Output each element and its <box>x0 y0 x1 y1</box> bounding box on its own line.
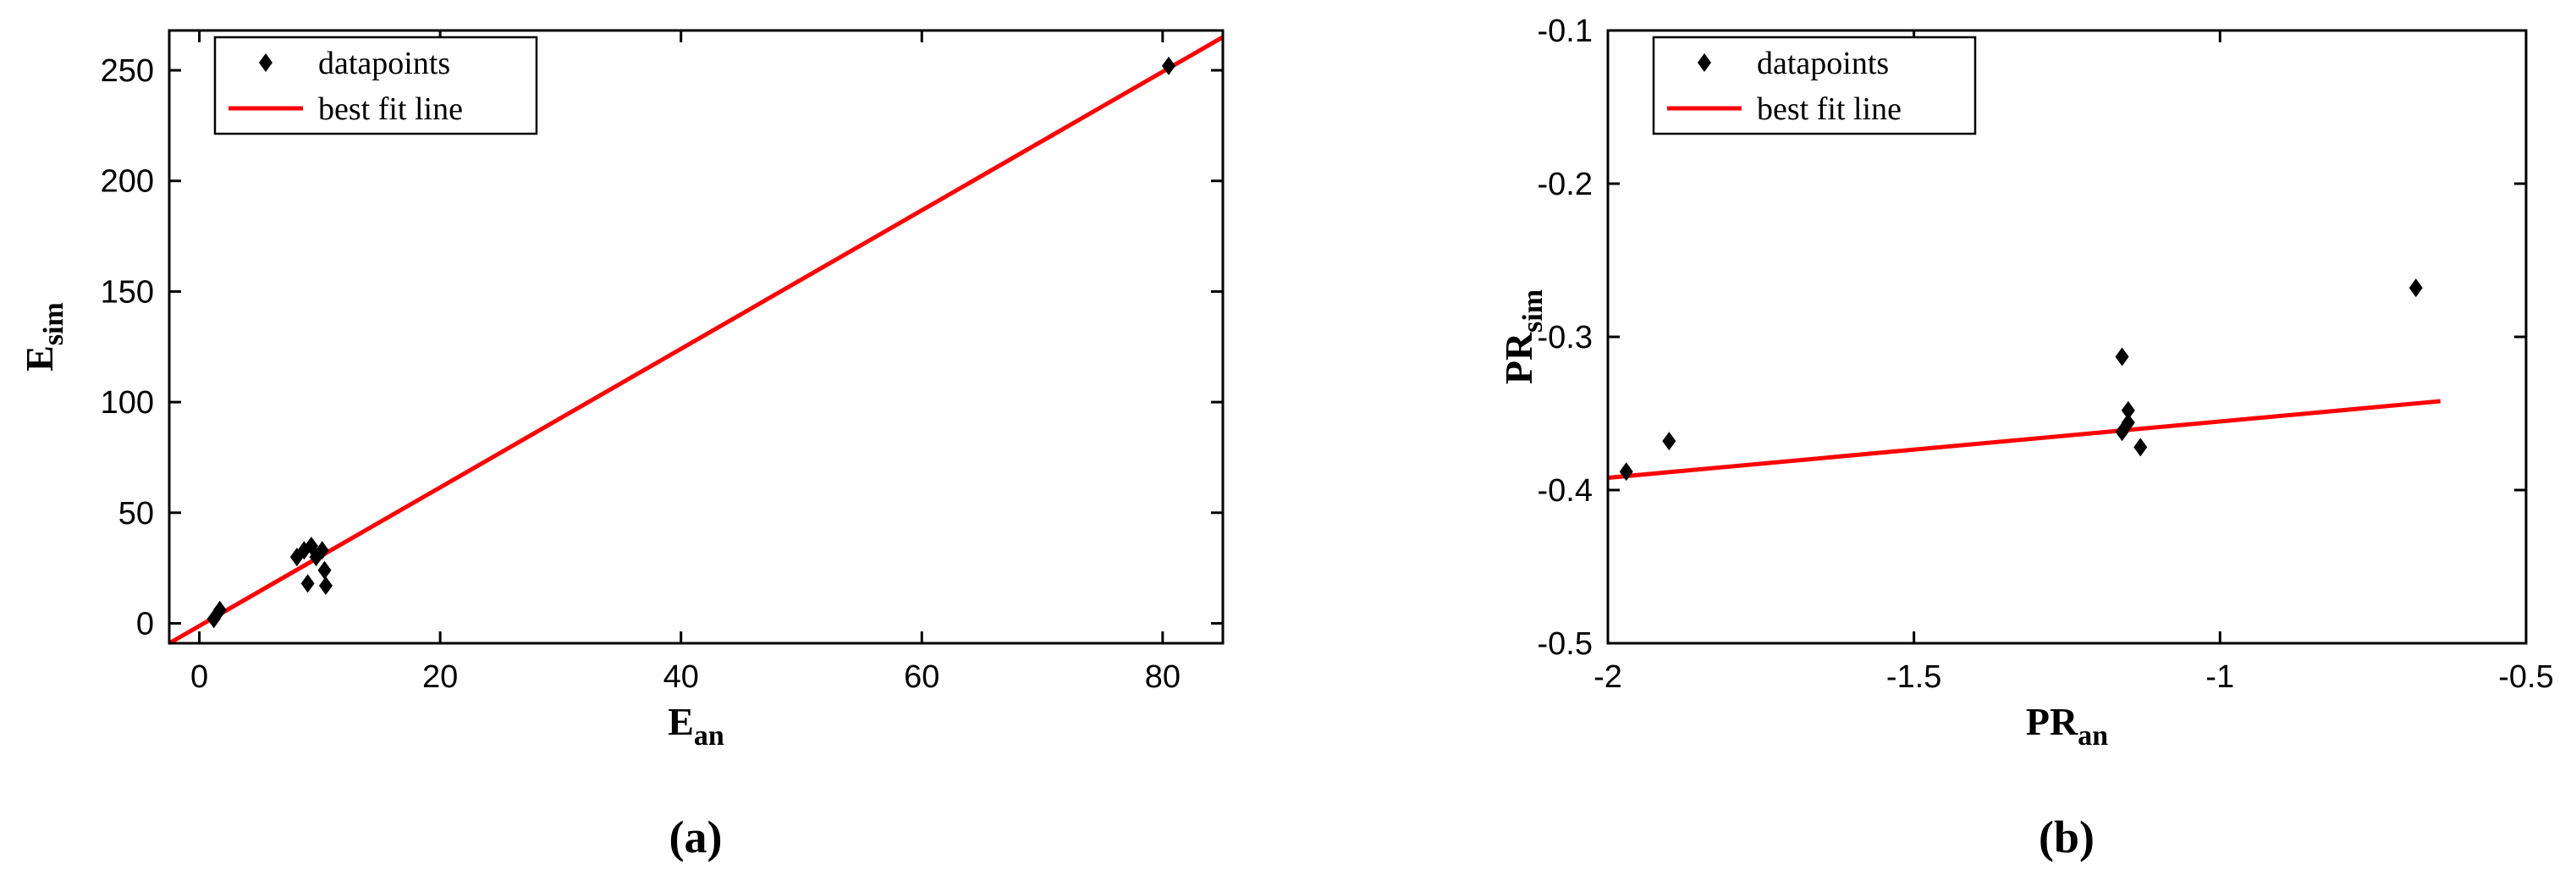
data-point-diamond-icon <box>315 541 329 560</box>
data-point-diamond-icon <box>2121 400 2135 420</box>
y-tick-label: -0.1 <box>1538 14 1593 49</box>
x-tick-label: 20 <box>422 659 458 695</box>
subplot-caption-b: (b) <box>2039 812 2094 862</box>
data-point-diamond-icon <box>300 574 315 593</box>
data-point-diamond-icon <box>2115 347 2129 366</box>
y-axis-label: Esim <box>18 302 69 372</box>
x-tick-label: -1.5 <box>1886 659 1941 695</box>
y-tick-label: -0.4 <box>1538 473 1593 509</box>
legend-box <box>213 36 538 135</box>
y-tick-label: 200 <box>101 164 154 200</box>
axes-box <box>168 29 1225 645</box>
legend-label-best-fit-line: best fit line <box>1757 91 1902 127</box>
data-point-diamond-icon <box>2121 413 2135 432</box>
x-tick-label: 40 <box>663 659 699 695</box>
scatter-plot-b: -2 -1.5 -1 -0.5 -0.5 -0.4 -0.3 -0.2 -0.1 PRan PRsi… <box>1497 14 2554 752</box>
y-tick-label: 150 <box>101 274 154 310</box>
y-tick-label: 0 <box>136 606 154 642</box>
data-point-diamond-icon <box>1161 56 1175 75</box>
data-point-diamond-icon <box>2115 422 2129 442</box>
best-fit-line <box>168 35 1225 646</box>
x-axis-label: Ean <box>668 700 724 752</box>
x-tick-label: -1 <box>2205 659 2234 695</box>
y-tick-label: 50 <box>118 496 154 532</box>
y-tick-label: 100 <box>101 385 154 421</box>
data-point-diamond-icon <box>1619 462 1633 482</box>
data-point-diamond-icon <box>317 560 332 580</box>
y-tick-label: -0.2 <box>1538 167 1593 202</box>
legend-diamond-icon <box>259 53 272 72</box>
best-fit-line <box>1607 399 2441 481</box>
legend-label-datapoints: datapoints <box>318 46 450 81</box>
x-tick-label: 80 <box>1145 659 1181 695</box>
x-tick-label: -0.5 <box>2498 659 2553 695</box>
legend-box <box>1652 36 1977 135</box>
scatter-chart-b: -2 -1.5 -1 -0.5 -0.5 -0.4 -0.3 -0.2 -0.1 PRan PRsi… <box>1290 0 2576 887</box>
data-point-diamond-icon <box>212 600 227 620</box>
data-point-diamond-icon <box>318 576 333 596</box>
subplot-caption-a: (a) <box>669 812 723 862</box>
y-tick-label: -0.5 <box>1538 626 1593 662</box>
y-tick-label: 250 <box>101 53 154 89</box>
data-point-diamond-icon <box>2133 438 2148 457</box>
legend-diamond-icon <box>1698 53 1711 72</box>
data-point-diamond-icon <box>2408 278 2423 298</box>
legend-label-datapoints: datapoints <box>1757 46 1889 81</box>
scatter-chart-a: 0 20 40 60 80 0 50 100 150 200 250 Ean Esim datapoint… <box>0 0 1286 887</box>
x-tick-label: 0 <box>190 659 208 695</box>
x-axis-label: PRan <box>2026 700 2108 752</box>
scatter-plot-a: 0 20 40 60 80 0 50 100 150 200 250 Ean Esim datapoint… <box>18 29 1225 752</box>
x-tick-label: 60 <box>904 659 939 695</box>
y-tick-label: -0.3 <box>1538 320 1593 355</box>
legend-label-best-fit-line: best fit line <box>318 91 463 127</box>
y-axis-label: PRsim <box>1497 289 1549 384</box>
x-tick-label: -2 <box>1593 659 1622 695</box>
data-point-diamond-icon <box>1662 432 1676 451</box>
